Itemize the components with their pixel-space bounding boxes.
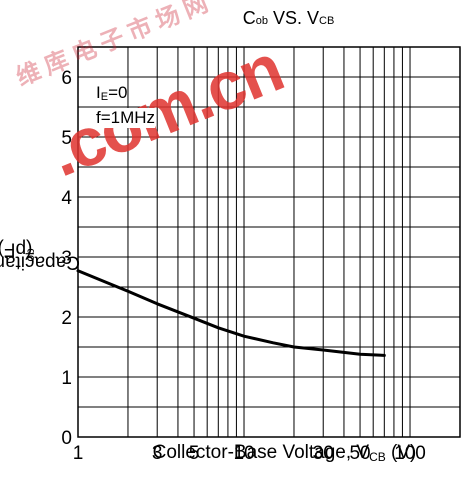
x-tick-label: 1 (73, 443, 84, 464)
annotation-frequency: f=1MHz (96, 108, 156, 128)
x-tick-label: 10 (233, 443, 254, 464)
x-axis-label: Collector-Base Voltage, VCB (V) (152, 442, 417, 464)
chart-title: Cob VS. VCB (242, 8, 335, 28)
y-tick-label: 4 (61, 188, 72, 209)
y-tick-label: 6 (61, 68, 72, 89)
y-tick-label: 0 (61, 428, 72, 449)
plot-border (77, 46, 461, 438)
x-tick-label: 50 (349, 443, 370, 464)
grid-lines (77, 46, 461, 438)
x-tick-label: 3 (152, 443, 163, 464)
x-tick-label: 100 (394, 443, 426, 464)
x-tick-label: 30 (313, 443, 334, 464)
plot-frame (77, 46, 461, 438)
y-tick-label: 3 (61, 248, 72, 269)
series-line (76, 269, 386, 357)
y-tick-label: 5 (61, 128, 72, 149)
annotation-ie: IE=0 (96, 83, 128, 103)
y-tick-label: 1 (61, 368, 72, 389)
data-series (76, 269, 386, 357)
x-tick-label: 5 (189, 443, 200, 464)
y-tick-label: 2 (61, 308, 72, 329)
